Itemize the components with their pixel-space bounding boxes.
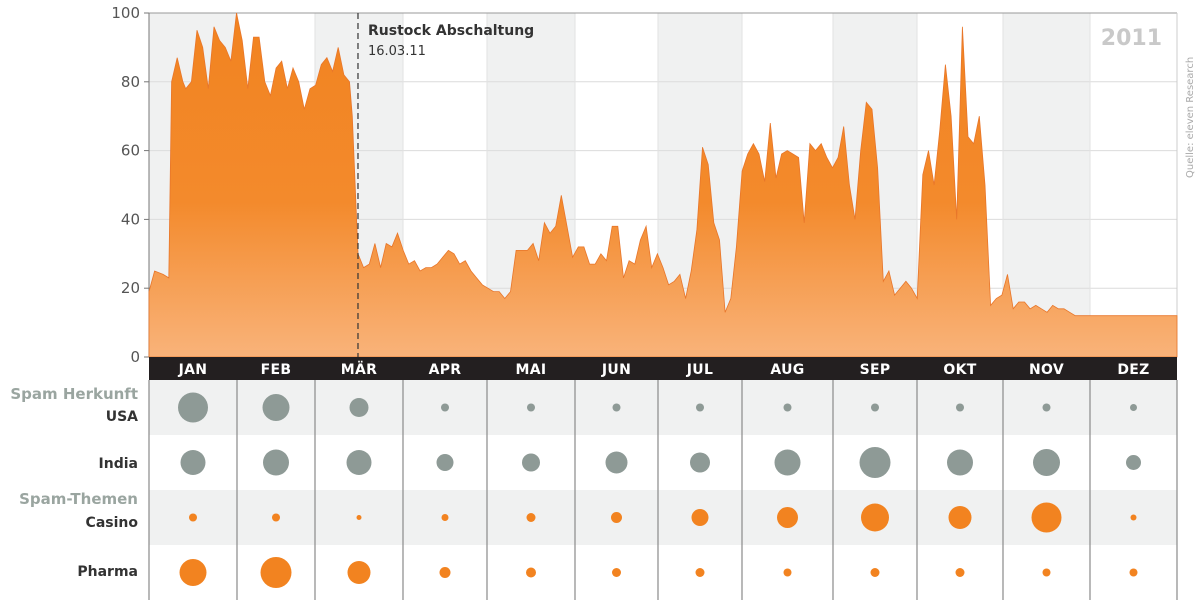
- bubble-pharma-3: [439, 567, 451, 578]
- bubble-pharma-2: [347, 561, 371, 584]
- month-label-1: FEB: [261, 362, 292, 378]
- annotation-date: 16.03.11: [368, 44, 426, 59]
- bubble-casino-11: [1130, 514, 1137, 521]
- bubble-usa-0: [178, 392, 208, 423]
- bubble-india-11: [1126, 455, 1141, 470]
- bubble-pharma-9: [955, 568, 965, 577]
- y-axis: 0 20 40 60 80 100: [111, 4, 150, 366]
- bubble-pharma-5: [612, 568, 621, 577]
- bubble-usa-6: [696, 403, 704, 412]
- bubble-casino-1: [272, 513, 280, 522]
- month-label-8: SEP: [860, 362, 891, 378]
- y-tick-label: 100: [111, 4, 140, 22]
- bubble-usa-5: [612, 403, 621, 412]
- bubble-usa-10: [1042, 403, 1051, 412]
- month-column-bg: [1003, 13, 1090, 357]
- bubble-usa-3: [441, 403, 449, 412]
- bubble-matrix: [148, 380, 1178, 600]
- bubble-india-8: [859, 447, 891, 478]
- bubble-india-9: [947, 449, 973, 476]
- bubble-india-5: [605, 451, 628, 474]
- annotation-title: Rustock Abschaltung: [368, 23, 534, 39]
- y-tick-label: 40: [121, 210, 140, 228]
- row-label-india: India: [99, 456, 138, 472]
- month-axis-bar: JAN FEB MÄR APR MAI JUN JUL AUG SEP OKT NOV DEZ: [149, 357, 1177, 380]
- bubble-india-6: [690, 452, 710, 473]
- row-label-usa: USA: [106, 409, 138, 425]
- month-label-3: APR: [429, 362, 462, 378]
- bubble-pharma-7: [783, 568, 792, 577]
- bubble-india-3: [436, 454, 454, 471]
- bubble-india-1: [263, 449, 289, 476]
- month-label-0: JAN: [178, 362, 208, 378]
- bubble-india-10: [1033, 449, 1060, 476]
- bubble-pharma-0: [179, 559, 207, 586]
- month-label-6: JUL: [686, 362, 713, 378]
- bubble-usa-7: [783, 403, 792, 412]
- bubble-casino-0: [189, 513, 197, 522]
- y-tick-label: 60: [121, 142, 140, 160]
- y-tick-label: 0: [130, 348, 140, 366]
- row-label-pharma: Pharma: [77, 564, 138, 580]
- y-tick-label: 80: [121, 73, 140, 91]
- bubble-casino-9: [948, 506, 972, 529]
- bubble-usa-9: [956, 403, 964, 412]
- bubble-pharma-10: [1042, 568, 1051, 577]
- bubble-pharma-1: [260, 557, 292, 588]
- bubble-india-2: [346, 450, 372, 475]
- month-label-11: DEZ: [1117, 362, 1149, 378]
- rustock-annotation: Rustock Abschaltung 16.03.11: [357, 13, 534, 357]
- bubble-india-7: [774, 449, 801, 476]
- month-label-2: MÄR: [341, 361, 377, 378]
- matrix-row-labels: Spam Herkunft USA India Spam-Themen Casi…: [10, 385, 138, 580]
- bubble-pharma-6: [695, 568, 705, 577]
- bubble-usa-1: [262, 394, 290, 421]
- month-column-bg: [1090, 13, 1177, 357]
- bubble-casino-10: [1031, 502, 1062, 533]
- bubble-casino-2: [356, 515, 362, 520]
- bubble-casino-6: [691, 509, 709, 526]
- month-label-4: MAI: [516, 362, 547, 378]
- source-label: Quelle: eleven Research: [1185, 57, 1196, 178]
- bubble-casino-7: [777, 507, 798, 528]
- month-label-5: JUN: [601, 362, 631, 378]
- bubble-usa-2: [349, 398, 369, 417]
- bubble-casino-8: [861, 503, 889, 532]
- section-label-origin: Spam Herkunft: [10, 385, 138, 403]
- bubble-casino-3: [441, 514, 449, 521]
- month-label-9: OKT: [943, 362, 976, 378]
- bubble-usa-4: [527, 403, 535, 412]
- month-label-7: AUG: [770, 362, 804, 378]
- month-label-10: NOV: [1029, 362, 1064, 378]
- bubble-india-0: [180, 450, 206, 475]
- section-label-topics: Spam-Themen: [19, 490, 138, 508]
- bubble-india-4: [522, 453, 540, 472]
- y-tick-label: 20: [121, 279, 140, 297]
- bubble-usa-11: [1130, 404, 1137, 411]
- bubble-casino-4: [526, 513, 536, 522]
- bubble-usa-8: [871, 403, 879, 412]
- bubble-casino-5: [611, 512, 622, 523]
- bubble-pharma-11: [1129, 568, 1138, 577]
- bubble-pharma-8: [870, 568, 880, 577]
- row-label-casino: Casino: [86, 515, 139, 531]
- bubble-pharma-4: [526, 567, 536, 578]
- spam-volume-area: [148, 12, 1178, 358]
- year-label: 2011: [1101, 26, 1162, 51]
